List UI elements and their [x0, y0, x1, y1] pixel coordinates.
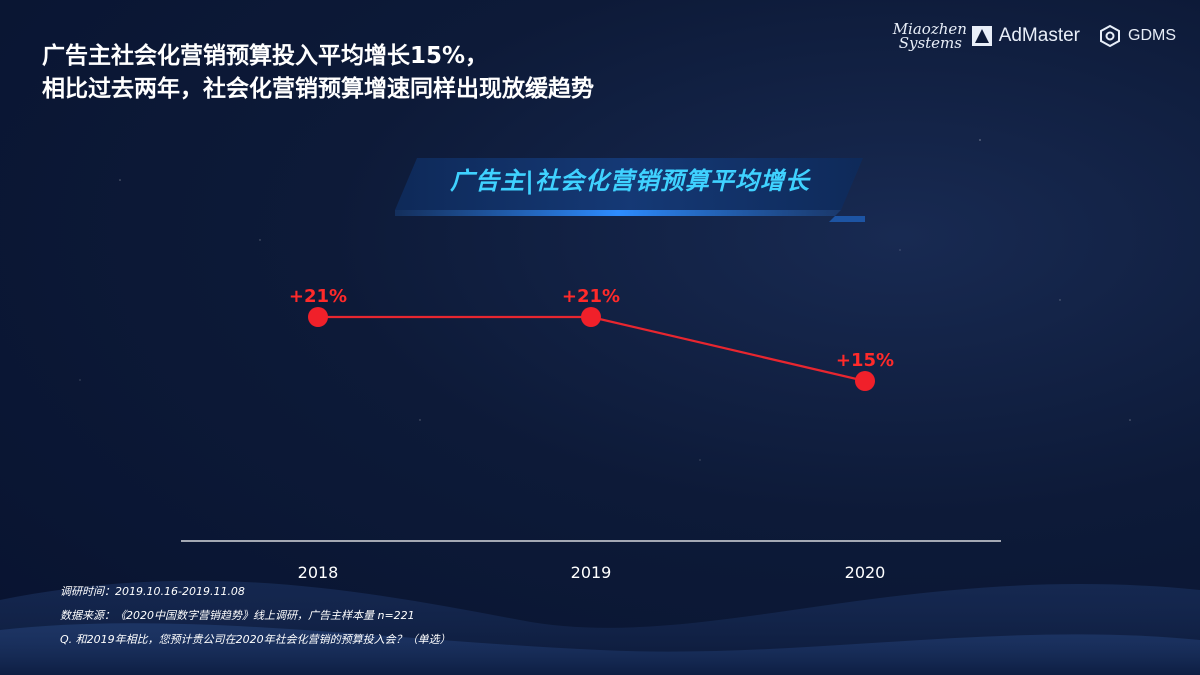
gdms-mark-icon — [1100, 24, 1120, 48]
footnote-source: 数据来源：《2020中国数字营销趋势》线上调研，广告主样本量 n=221 — [60, 609, 415, 622]
logo-bar: Miaozhen Systems AdMaster GDMS — [893, 22, 1176, 51]
footnote-question: Q. 和2019年相比，您预计贵公司在2020年社会化营销的预算投入会？（单选） — [60, 633, 451, 646]
miaozhen-logo-line-2: Systems — [898, 34, 962, 52]
footnotes: 调研时间：2019.10.16-2019.11.08 数据来源：《2020中国数… — [60, 580, 451, 652]
chart-title: 广告主|社会化营销预算平均增长 — [450, 167, 810, 195]
headline-line-1: 广告主社会化营销预算投入平均增长15%， — [42, 43, 489, 69]
miaozhen-logo: Miaozhen Systems — [893, 22, 967, 51]
admaster-mark-icon — [971, 26, 992, 46]
data-label-2018: +21% — [289, 286, 347, 307]
admaster-logo-text: AdMaster — [998, 25, 1080, 46]
footnote-survey-time: 调研时间：2019.10.16-2019.11.08 — [60, 585, 245, 598]
x-tick-label-2018: 2018 — [298, 563, 339, 582]
admaster-logo: AdMaster — [971, 25, 1080, 47]
data-point-2018 — [308, 307, 328, 327]
x-tick-label-2019: 2019 — [571, 563, 612, 582]
data-point-2020 — [855, 371, 875, 391]
gdms-logo-text: GDMS — [1128, 27, 1176, 44]
data-point-2019 — [581, 307, 601, 327]
page-headline: 广告主社会化营销预算投入平均增长15%， 相比过去两年，社会化营销预算增速同样出… — [42, 40, 594, 106]
headline-line-2: 相比过去两年，社会化营销预算增速同样出现放缓趋势 — [42, 76, 594, 102]
chart-title-banner — [395, 158, 865, 222]
gdms-logo: GDMS — [1098, 24, 1176, 48]
data-label-2020: +15% — [836, 350, 894, 371]
x-tick-label-2020: 2020 — [845, 563, 886, 582]
data-label-2019: +21% — [562, 286, 620, 307]
miaozhen-logo-line-1: Miaozhen — [892, 20, 967, 38]
